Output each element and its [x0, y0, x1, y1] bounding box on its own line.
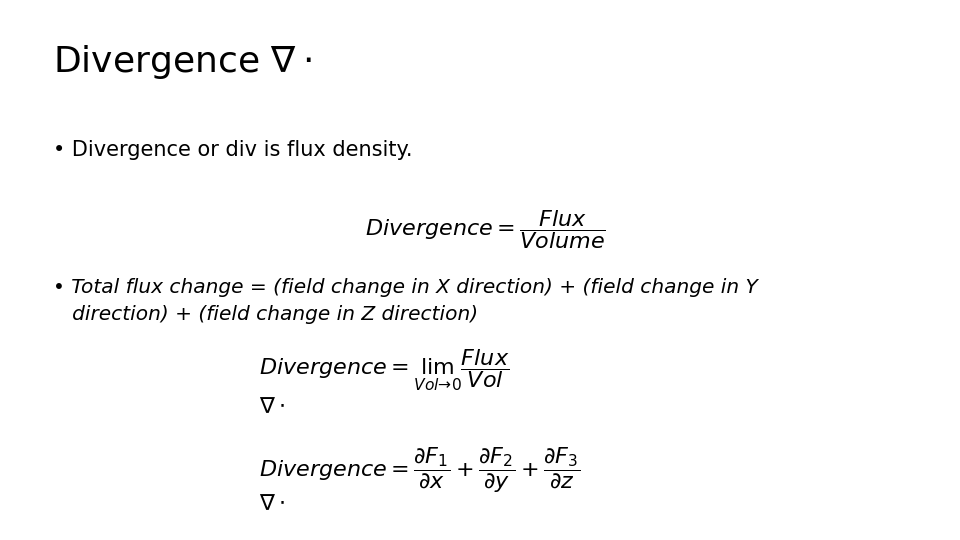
Text: $\nabla\cdot$: $\nabla\cdot$ — [259, 397, 285, 417]
Text: • Total flux change = (field change in X direction) + (field change in Y
   dire: • Total flux change = (field change in X… — [53, 278, 757, 323]
Text: • Divergence or div is flux density.: • Divergence or div is flux density. — [53, 140, 412, 160]
Text: $\nabla\cdot$: $\nabla\cdot$ — [259, 494, 285, 514]
Text: Divergence $\nabla\cdot$: Divergence $\nabla\cdot$ — [53, 43, 312, 81]
Text: $Divergence = \dfrac{\partial F_1}{\partial x} + \dfrac{\partial F_2}{\partial y: $Divergence = \dfrac{\partial F_1}{\part… — [259, 446, 580, 495]
Text: $Divergence = \dfrac{Flux}{Volume}$: $Divergence = \dfrac{Flux}{Volume}$ — [365, 208, 606, 251]
Text: $Divergence = \lim_{Vol \to 0} \dfrac{Flux}{Vol}$: $Divergence = \lim_{Vol \to 0} \dfrac{Fl… — [259, 348, 510, 394]
